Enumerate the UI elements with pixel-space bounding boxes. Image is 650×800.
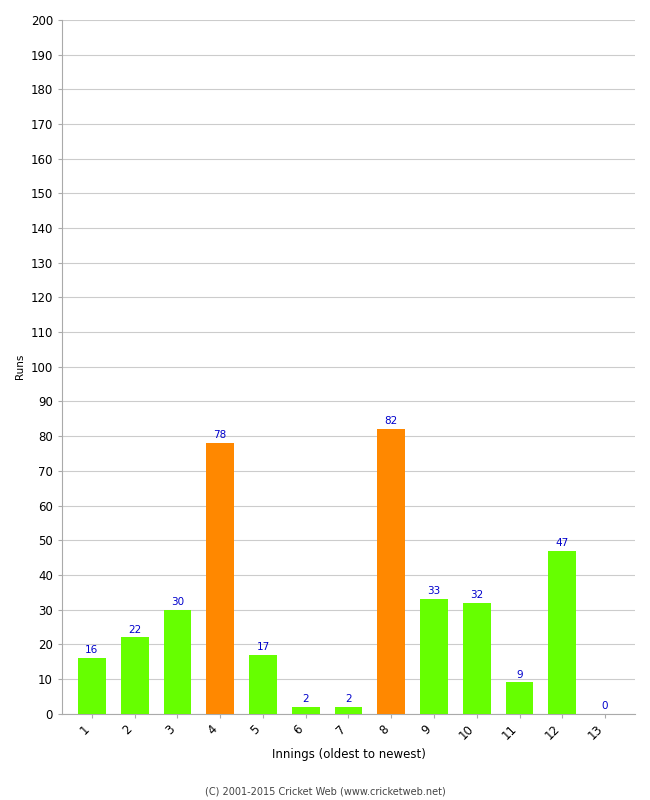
Bar (549, 550, 576, 714)
Y-axis label: Runs: Runs (15, 354, 25, 379)
Text: 2: 2 (345, 694, 352, 704)
Bar (206, 443, 234, 714)
Text: 17: 17 (256, 642, 270, 652)
Bar (249, 654, 277, 714)
Bar (335, 706, 363, 714)
Text: 9: 9 (516, 670, 523, 680)
Text: 2: 2 (302, 694, 309, 704)
Text: (C) 2001-2015 Cricket Web (www.cricketweb.net): (C) 2001-2015 Cricket Web (www.cricketwe… (205, 786, 445, 796)
Text: 47: 47 (556, 538, 569, 548)
X-axis label: Innings (oldest to newest): Innings (oldest to newest) (272, 748, 425, 761)
Text: 22: 22 (128, 625, 141, 634)
Bar (78, 658, 106, 714)
Text: 16: 16 (85, 646, 99, 655)
Text: 0: 0 (602, 701, 608, 711)
Bar (292, 706, 320, 714)
Text: 33: 33 (428, 586, 441, 596)
Text: 30: 30 (171, 597, 184, 607)
Text: 78: 78 (214, 430, 227, 440)
Bar (506, 682, 534, 714)
Text: 82: 82 (385, 417, 398, 426)
Text: 32: 32 (470, 590, 484, 600)
Bar (378, 430, 405, 714)
Bar (420, 599, 448, 714)
Bar (121, 638, 149, 714)
Bar (463, 602, 491, 714)
Bar (164, 610, 191, 714)
